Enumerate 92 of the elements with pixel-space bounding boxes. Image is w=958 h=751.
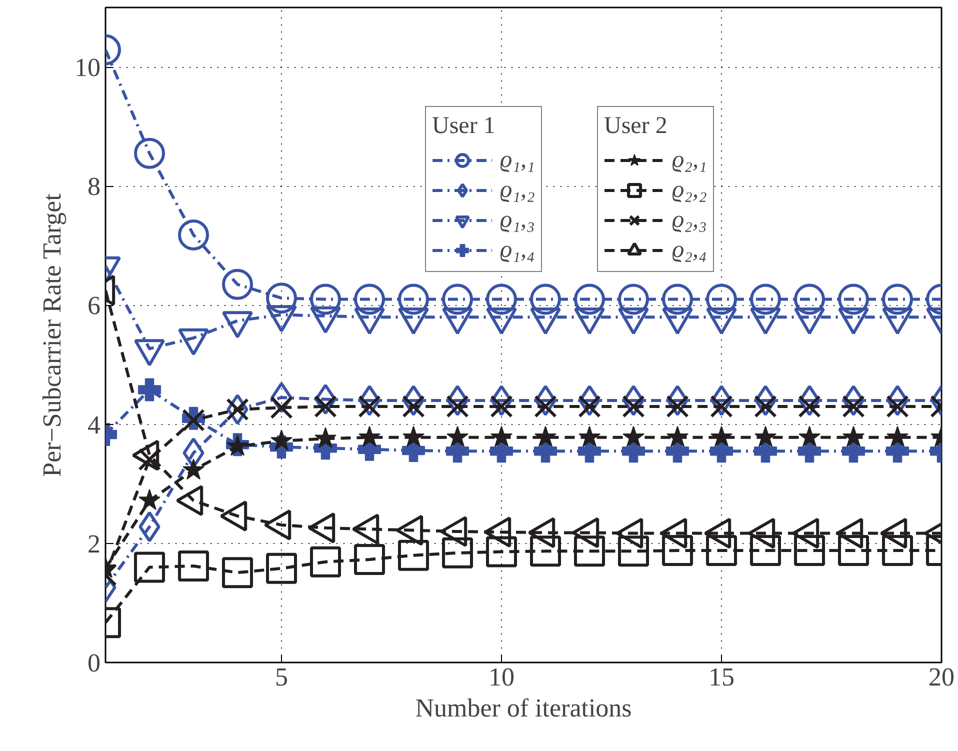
point: [622, 395, 645, 418]
point: [530, 536, 561, 567]
point: [754, 426, 776, 447]
point: [750, 535, 781, 566]
legend-label: ϱ₁,₂: [500, 176, 535, 204]
point: [662, 535, 693, 566]
point: [574, 536, 605, 567]
point: [178, 550, 209, 582]
legend-label: ϱ₂,₄: [672, 236, 707, 264]
y-axis-title: Per−Subcarrier Rate Target: [38, 192, 66, 477]
point: [270, 396, 293, 420]
legend-label: ϱ₂,₂: [672, 176, 707, 204]
point: [838, 284, 869, 315]
point: [710, 426, 732, 447]
point: [226, 398, 249, 421]
point: [182, 458, 204, 480]
point: [842, 395, 865, 418]
point: [402, 426, 424, 447]
y-tick-label: 2: [88, 529, 100, 558]
point: [446, 426, 468, 447]
point: [138, 489, 160, 510]
point: [842, 426, 864, 447]
point: [882, 284, 913, 315]
point: [446, 395, 469, 418]
point: [798, 426, 820, 447]
point: [134, 138, 165, 169]
point: [578, 426, 600, 447]
annotation: User 2: [604, 113, 668, 140]
point: [354, 544, 385, 575]
x-tick-label: 5: [275, 662, 288, 692]
point: [882, 535, 913, 566]
point: [530, 284, 561, 315]
y-tick-label: 0: [88, 648, 100, 678]
point: [574, 284, 605, 315]
point: [398, 284, 429, 315]
point: [754, 395, 777, 418]
y-tick-label: 10: [74, 53, 100, 82]
point: [490, 426, 512, 447]
point: [838, 535, 869, 566]
point: [314, 427, 336, 448]
point: [486, 284, 517, 315]
x-axis-title: Number of iterations: [415, 694, 632, 722]
legend-label: ϱ₁,₃: [500, 206, 535, 234]
x-tick-label: 10: [488, 662, 514, 692]
point: [358, 426, 380, 447]
point: [138, 378, 161, 402]
point: [178, 219, 209, 250]
point: [402, 395, 425, 418]
point: [798, 395, 821, 418]
point: [666, 426, 688, 447]
point: [314, 395, 337, 418]
y-tick-label: 8: [88, 172, 100, 202]
point: [534, 426, 556, 447]
y-tick-label: 4: [88, 410, 100, 440]
legend-label: ϱ₂,₃: [672, 206, 707, 234]
point: [310, 546, 341, 578]
point: [486, 536, 517, 568]
legend-label: ϱ₁,₄: [500, 236, 535, 264]
point: [794, 535, 825, 566]
point: [442, 284, 473, 315]
point: [706, 535, 737, 566]
point: [266, 552, 297, 584]
point: [886, 426, 908, 447]
point: [618, 284, 649, 315]
annotation: User 1: [432, 113, 496, 140]
point: [662, 284, 693, 315]
point: [354, 284, 385, 315]
point: [222, 557, 253, 588]
point: [710, 395, 733, 418]
point: [358, 395, 381, 418]
point: [706, 284, 737, 315]
point: [490, 395, 513, 418]
point: [222, 268, 253, 300]
point: [618, 536, 649, 567]
point: [310, 284, 341, 315]
point: [270, 429, 292, 450]
point: [442, 537, 473, 568]
x-tick-label: 15: [708, 662, 734, 692]
point: [578, 395, 601, 418]
point: [534, 395, 557, 418]
legend-label: ϱ₂,₁: [672, 146, 707, 174]
point: [622, 426, 644, 447]
point: [398, 540, 429, 571]
point: [134, 552, 165, 583]
point: [266, 282, 297, 314]
legend-label: ϱ₁,₁: [500, 146, 535, 174]
y-tick-label: 6: [88, 291, 100, 320]
point: [666, 395, 689, 418]
x-tick-label: 20: [928, 662, 954, 692]
point: [886, 395, 909, 418]
point: [794, 284, 825, 315]
point: [750, 284, 781, 315]
